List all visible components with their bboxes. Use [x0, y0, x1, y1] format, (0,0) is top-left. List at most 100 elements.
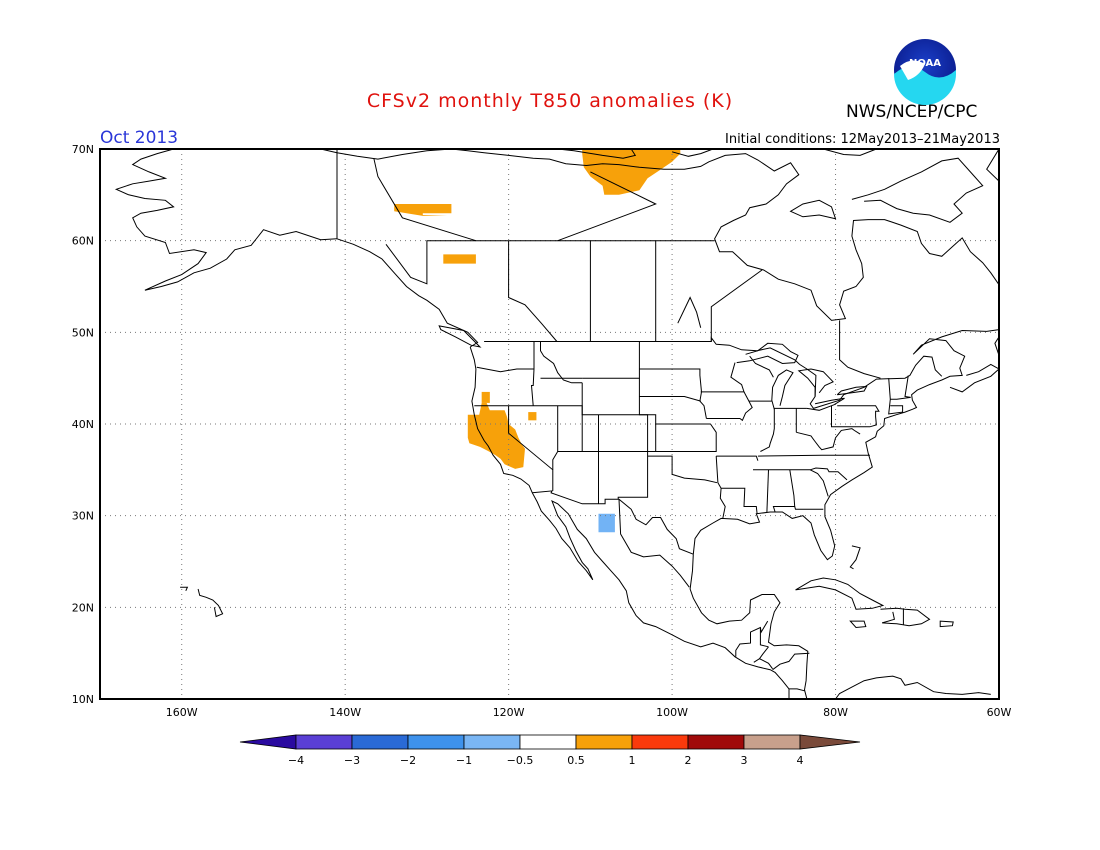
border-honduras-nicaragua	[772, 652, 810, 671]
border-kansas	[647, 423, 717, 452]
coastline-pacific-west	[469, 346, 790, 699]
colorbar-tick-label: −2	[400, 754, 416, 767]
longitude-label: 80W	[823, 706, 848, 719]
coastline-victoria-island	[557, 148, 637, 159]
longitude-label: 60W	[987, 706, 1012, 719]
anomaly-patch	[443, 254, 476, 264]
chart-title: CFSv2 monthly T850 anomalies (K)	[366, 90, 734, 112]
agency-label: NWS/NCEP/CPC	[846, 102, 978, 122]
border-arkansas-louisiana	[715, 456, 758, 514]
colorbar-segment	[295, 734, 353, 750]
border-mexico-central	[735, 620, 769, 657]
colorbar-segment	[687, 734, 745, 750]
coastline-baffin-north	[986, 148, 1000, 182]
border-idaho-montana	[540, 341, 583, 384]
coastline-vancouver-island	[438, 325, 482, 348]
border-lat36-5	[757, 454, 870, 457]
latitude-label: 20N	[72, 601, 94, 614]
coastline-bahamas	[849, 545, 861, 570]
anomaly-shading	[394, 149, 681, 533]
longitude-label: 140W	[329, 706, 361, 719]
coastline-gulf-caribbean	[689, 554, 809, 700]
border-nebraska-north	[639, 396, 701, 402]
border-idaho-west	[530, 341, 535, 406]
longitude-label: 100W	[656, 706, 688, 719]
border-new-england-west	[888, 378, 904, 415]
coastline-hawaii	[197, 588, 224, 618]
colorbar-tick-label: −4	[288, 754, 304, 767]
colorbar-tick-label: −1	[456, 754, 472, 767]
map-frame	[99, 148, 1000, 700]
coastline-atlantic	[692, 329, 1000, 561]
lake-ontario	[836, 385, 868, 396]
colorbar-segment	[743, 734, 801, 750]
colorbar-tick-label: −3	[344, 754, 360, 767]
longitude-labels: 160W 140W 120W 100W 80W 60W	[166, 706, 1012, 719]
coastline-jamaica	[849, 620, 867, 629]
anomaly-patch	[598, 513, 615, 533]
anomaly-patch	[481, 391, 490, 403]
coastline-king-william	[671, 148, 714, 157]
anomaly-patch	[528, 412, 537, 421]
latitude-label: 10N	[72, 693, 94, 706]
latitude-label: 70N	[72, 143, 94, 156]
lake-superior	[736, 342, 799, 365]
border-dakotas-east	[639, 368, 707, 419]
border-el-salvador	[753, 658, 774, 670]
colorbar-segment	[463, 734, 521, 750]
border-illinois-indiana	[760, 408, 775, 452]
border-mississippi-alabama	[766, 469, 769, 513]
border-yukon-nwt	[373, 158, 477, 242]
border-georgia-south-carolina	[809, 469, 829, 497]
border-iowa	[706, 391, 753, 422]
latitude-label: 30N	[72, 510, 94, 523]
coastline-hispaniola	[880, 607, 931, 627]
longitude-label: 160W	[166, 706, 198, 719]
colorbar-tick-label: 4	[797, 754, 804, 767]
coastline-arctic-hudson	[296, 148, 1000, 321]
latitude-label: 40N	[72, 418, 94, 431]
border-lat35	[753, 467, 848, 481]
coastline-baffin-island	[851, 157, 984, 223]
coastline-arctic-islands	[823, 148, 877, 156]
border-utah-arizona-column	[581, 382, 599, 504]
latitude-label: 50N	[72, 326, 94, 339]
border-lat42-41	[474, 405, 711, 425]
border-florida-north	[794, 506, 824, 510]
coastlines-and-borders	[114, 148, 1000, 700]
anomaly-patch	[467, 402, 525, 469]
border-oklahoma-texas	[647, 455, 718, 484]
border-nunavut	[557, 171, 657, 242]
coastline-newfoundland	[994, 336, 1000, 356]
coastline-nova-scotia	[949, 363, 1000, 393]
colorbar-arrow-high	[799, 734, 861, 750]
border-new-hampshire	[890, 375, 911, 400]
colorbar-segment	[407, 734, 465, 750]
colorbar-tick-label: −0.5	[507, 754, 534, 767]
border-alabama-georgia	[772, 469, 796, 513]
anomaly-patch	[582, 149, 681, 195]
colorbar-tick-label: 3	[741, 754, 748, 767]
border-mexico-states	[618, 499, 690, 588]
colorbar-arrow-low	[239, 734, 297, 750]
border-guatemala-belize	[759, 627, 769, 648]
anomaly-patch	[394, 204, 452, 216]
border-manitoba-ontario	[710, 269, 763, 342]
lat-lon-gridlines	[100, 149, 999, 699]
latitude-label: 60N	[72, 235, 94, 248]
border-pennsylvania	[831, 405, 880, 428]
coastline-south-america	[835, 675, 991, 700]
colorbar-segment	[575, 734, 633, 750]
border-missouri-arkansas	[716, 455, 759, 461]
border-us-mexico	[532, 490, 694, 555]
colorbar: −4 −3 −2 −1 −0.5 0.5 1 2 3 4	[239, 734, 861, 767]
coastline-pacific-northwest	[336, 238, 479, 348]
lake-huron	[797, 368, 834, 397]
border-ohio-river	[796, 428, 861, 451]
colorbar-tick-label: 2	[685, 754, 692, 767]
latitude-labels: 70N 60N 50N 40N 30N 20N 10N	[72, 143, 94, 706]
border-us-canada	[484, 336, 943, 409]
coastline-kauai	[180, 586, 189, 592]
initial-conditions: Initial conditions: 12May2013–21May2013	[725, 132, 1000, 147]
